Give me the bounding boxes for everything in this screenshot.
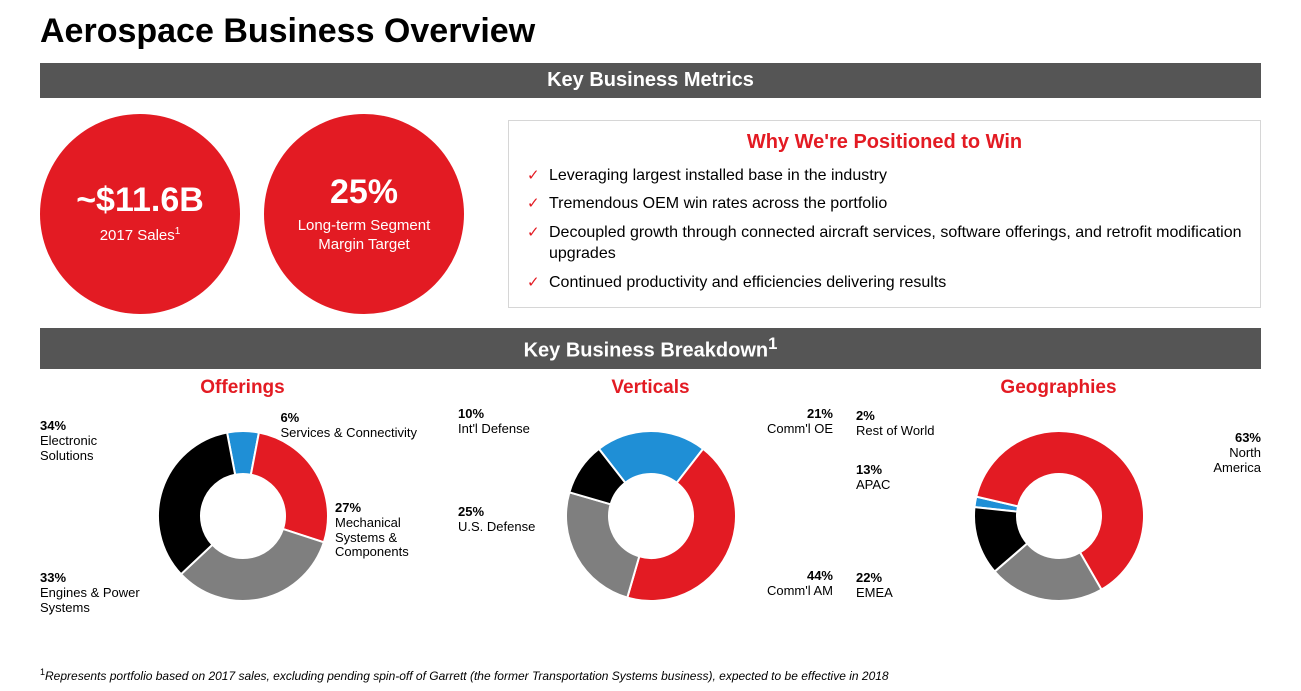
metric-label: 2017 Sales1	[100, 226, 181, 246]
win-list-item: Leveraging largest installed base in the…	[527, 162, 1242, 191]
win-list: Leveraging largest installed base in the…	[527, 162, 1242, 298]
win-title: Why We're Positioned to Win	[527, 131, 1242, 154]
donut-slice	[566, 492, 639, 597]
win-list-item: Decoupled growth through connected aircr…	[527, 219, 1242, 269]
donut-label: 2%Rest of World	[856, 409, 935, 439]
page-title: Aerospace Business Overview	[40, 12, 1261, 51]
metric-circle-margin: 25% Long-term Segment Margin Target	[264, 114, 464, 314]
donut-label: 63%North America	[1201, 431, 1261, 476]
donut-svg	[156, 429, 330, 603]
win-list-item: Continued productivity and efficiencies …	[527, 269, 1242, 298]
donut-wrap: 2%Rest of World 63%North America 22%EMEA 13…	[856, 401, 1261, 631]
donut-label: 22%EMEA	[856, 571, 893, 601]
donut-label: 33%Engines & Power Systems	[40, 571, 150, 616]
metric-value: ~$11.6B	[76, 182, 204, 219]
section-header-breakdown: Key Business Breakdown1	[40, 328, 1261, 369]
donut-label: 34%Electronic Solutions	[40, 419, 120, 464]
donut-svg	[972, 429, 1146, 603]
positioned-to-win-box: Why We're Positioned to Win Leveraging l…	[508, 120, 1261, 309]
donut-title: Verticals	[448, 377, 853, 399]
donut-wrap: 21%Comm'l OE 44%Comm'l AM 25%U.S. Defense 1…	[448, 401, 853, 631]
donut-chart: Geographies 2%Rest of World 63%North Ameri…	[856, 377, 1261, 631]
section-header-metrics: Key Business Metrics	[40, 63, 1261, 98]
donut-label: 10%Int'l Defense	[458, 407, 530, 437]
metric-value: 25%	[330, 174, 398, 211]
donut-title: Geographies	[856, 377, 1261, 399]
donut-label: 25%U.S. Defense	[458, 505, 535, 535]
donut-wrap: 6%Services & Connectivity 27%Mechanical S…	[40, 401, 445, 631]
metrics-row: ~$11.6B 2017 Sales1 25% Long-term Segmen…	[40, 98, 1261, 328]
metric-label: Long-term Segment Margin Target	[289, 217, 439, 255]
donut-chart: Verticals 21%Comm'l OE 44%Comm'l AM 25%U.S.…	[448, 377, 853, 631]
donut-title: Offerings	[40, 377, 445, 399]
donut-label: 13%APAC	[856, 463, 890, 493]
footnote: 1Represents portfolio based on 2017 sale…	[40, 667, 889, 683]
donut-label: 6%Services & Connectivity	[280, 411, 417, 441]
win-list-item: Tremendous OEM win rates across the port…	[527, 190, 1242, 219]
donut-label: 44%Comm'l AM	[767, 569, 833, 599]
donut-label: 21%Comm'l OE	[767, 407, 833, 437]
donut-chart: Offerings 6%Services & Connectivity 27%Mec…	[40, 377, 445, 631]
metric-circle-sales: ~$11.6B 2017 Sales1	[40, 114, 240, 314]
donut-label: 27%Mechanical Systems & Components	[335, 501, 445, 561]
donut-svg	[564, 429, 738, 603]
breakdown-row: Offerings 6%Services & Connectivity 27%Mec…	[40, 369, 1261, 631]
donut-slice	[250, 432, 327, 542]
